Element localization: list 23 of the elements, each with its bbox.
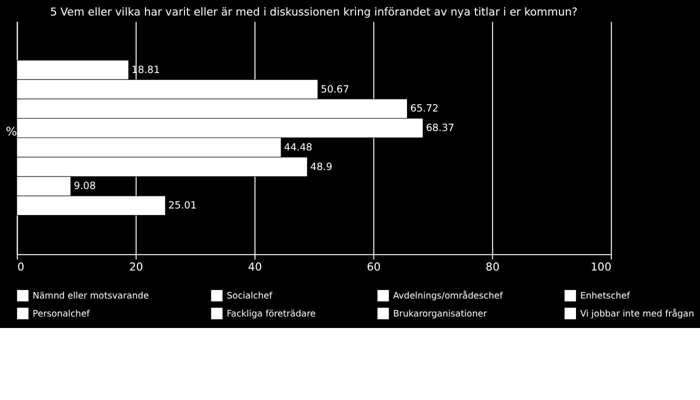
data-label: 65.72 [410,104,439,115]
legend-label: Avdelnings/områdeschef [393,290,504,302]
legend-label: Personalchef [32,309,91,320]
x-tick-label: 80 [486,260,500,274]
x-tick-label: 60 [366,260,381,274]
legend-label: Enhetschef [580,292,631,302]
data-label: 9.08 [74,181,96,192]
x-tick-label: 0 [17,260,24,274]
data-label: 25.01 [168,200,197,212]
data-label: 48.9 [310,162,332,173]
data-label: 68.37 [426,123,454,134]
chart-title: 5 Vem eller vilka har varit eller är med i diskussionen kring införandet av nya titlar i er kommun? [50,5,578,18]
x-tick-label: 40 [248,260,262,274]
legend-label: Brukarorganisationer [393,309,488,320]
x-tick-label: 100 [590,260,612,274]
y-axis-title: % [6,124,18,138]
legend-label: Vi jobbar inte med frågan [580,308,694,320]
legend-label: Fackliga företrädare [226,309,316,320]
data-label: 44.48 [284,142,312,154]
x-tick-label: 20 [129,260,144,274]
data-label: 50.67 [320,84,350,96]
legend-label: Nämnd eller motsvarande [32,292,149,302]
legend-label: Socialchef [226,292,274,302]
